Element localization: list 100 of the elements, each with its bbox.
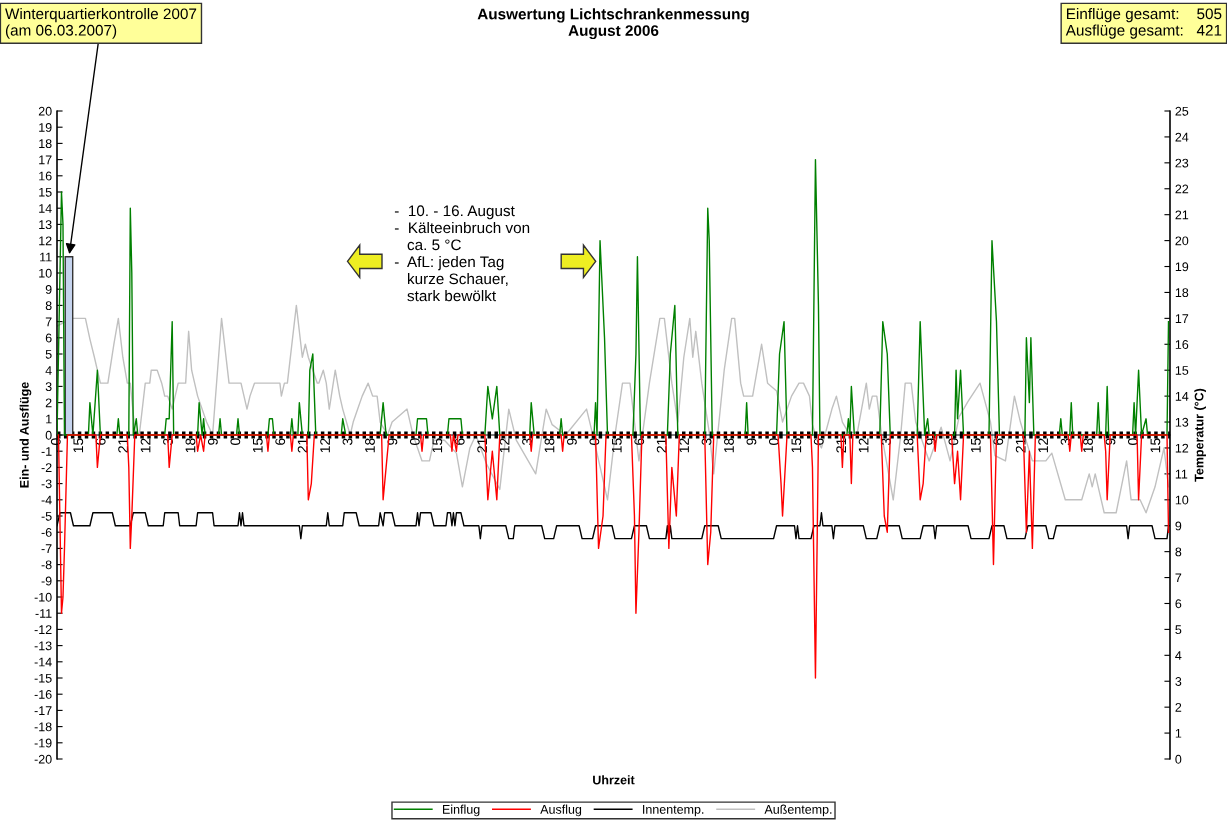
y-tick-label: 13 [39, 220, 52, 230]
y-tick-label: -12 [34, 625, 52, 634]
x-tick-label: 12 [679, 438, 689, 453]
legend-label: Ausflug [540, 804, 582, 817]
x-tick-label: 3 [1060, 438, 1071, 445]
x-tick-label: 12 [320, 438, 330, 453]
legend-label: Außentemp. [764, 804, 832, 817]
x-tick-label: 12 [858, 438, 869, 453]
annotation: - 10. - 16. August - Kälteeinbruch von ca. 5 °C - AfL: jeden Tag kurze Schauer, stark bewölkt [394, 205, 530, 302]
x-tick-label: 21 [1015, 438, 1026, 453]
x-tick-label: 18 [544, 438, 555, 453]
y-tick-label: 14 [39, 204, 52, 213]
x-tick-label: 15 [971, 438, 981, 453]
chart-title: Auswertung Lichtschrankenmessung August 2006 [477, 8, 749, 40]
y-tick-label: -17 [34, 706, 52, 715]
x-tick-label: 21 [477, 438, 487, 453]
y-tick-label: -16 [34, 690, 52, 699]
x-tick-label: 9 [567, 438, 577, 445]
x-tick-label: 6 [275, 438, 286, 445]
y2-tick-label: 16 [1175, 340, 1189, 349]
y2-tick-label: 21 [1175, 210, 1189, 220]
x-tick-label: 18 [1083, 438, 1093, 453]
x-tick-label: 15 [791, 438, 802, 453]
y-tick-label: 18 [39, 139, 52, 149]
x-tick-label: 21 [656, 438, 667, 453]
y2-tick-label: 6 [1175, 599, 1182, 609]
x-tick-label: 9 [1105, 438, 1116, 445]
y-tick-label: 8 [45, 301, 52, 311]
y2-tick-label: 23 [1175, 158, 1189, 168]
y-tick-label: 9 [45, 285, 52, 294]
y2-tick-label: 20 [1175, 236, 1189, 246]
y-tick-label: -2 [41, 463, 52, 472]
y-tick-label: -19 [34, 738, 52, 748]
y-tick-label: -3 [41, 479, 52, 489]
x-tick-label: 12 [499, 438, 510, 453]
y2-tick-label: 13 [1175, 417, 1189, 427]
y-tick-label: -8 [41, 560, 52, 570]
text: Einflüge gesamt: 505 Ausflüge gesamt: 421 [1065, 8, 1222, 39]
y-tick-label: -10 [34, 592, 52, 602]
y2-tick-label: 11 [1175, 469, 1188, 479]
y2-tick-label: 8 [1175, 547, 1182, 557]
y-tick-label: 2 [45, 398, 52, 408]
y-tick-label: 17 [39, 155, 52, 165]
y2-axis-title: Temperatur (°C) [1194, 388, 1206, 482]
y2-tick-label: 4 [1175, 651, 1182, 660]
x-tick-label: 0 [948, 438, 959, 445]
x-axis-title: Uhrzeit [593, 775, 635, 785]
y-tick-label: -11 [35, 609, 52, 618]
y2-tick-label: 0 [1175, 754, 1182, 764]
y-tick-label: -4 [41, 495, 52, 505]
x-tick-label: 15 [73, 438, 84, 453]
y2-tick-label: 17 [1175, 314, 1189, 323]
y-tick-label: 3 [45, 382, 52, 392]
x-tick-label: 6 [993, 438, 1004, 445]
annotation: Winterquartierkontrolle 2007 (am 06.03.2007) [5, 8, 197, 39]
y2-tick-label: 18 [1175, 288, 1189, 298]
y2-tick-label: 9 [1175, 521, 1182, 531]
x-tick-label: 0 [230, 438, 241, 445]
y-tick-label: 15 [39, 187, 52, 197]
y2-tick-label: 15 [1175, 366, 1189, 375]
y-tick-label: -9 [41, 576, 52, 586]
x-tick-label: 18 [724, 438, 734, 453]
y2-tick-label: 25 [1175, 106, 1189, 116]
x-tick-label: 15 [432, 438, 443, 453]
x-tick-label: 18 [365, 438, 375, 453]
y-tick-label: 12 [39, 236, 52, 246]
y-tick-label: 7 [45, 317, 52, 327]
y-tick-label: -6 [41, 528, 52, 537]
y-tick-label: 11 [40, 252, 52, 262]
x-tick-label: 9 [746, 438, 757, 445]
y-tick-label: -14 [34, 657, 52, 667]
y2-tick-label: 1 [1175, 729, 1182, 738]
y2-tick-label: 22 [1175, 184, 1189, 194]
x-tick-label: 21 [836, 438, 846, 453]
x-tick-label: 0 [1127, 438, 1138, 445]
x-tick-label: 3 [701, 438, 712, 445]
x-tick-label: 12 [140, 438, 151, 453]
y-tick-label: 10 [39, 268, 52, 278]
y-tick-label: -7 [41, 544, 52, 553]
y-tick-label: -18 [34, 722, 52, 732]
y-tick-label: 5 [45, 349, 52, 359]
x-tick-label: 9 [207, 438, 218, 445]
legend-label: Einflug [443, 804, 480, 817]
x-tick-label: 15 [1150, 438, 1161, 453]
x-tick-label: 3 [342, 438, 353, 445]
y2-tick-label: 7 [1175, 573, 1182, 583]
y2-tick-label: 2 [1175, 702, 1182, 712]
y2-tick-label: 24 [1175, 132, 1189, 142]
legend-label: Innentemp. [643, 805, 704, 817]
x-tick-label: 0 [409, 438, 420, 445]
y-axis-title: Ein- und Ausflüge [19, 382, 32, 488]
x-tick-label: 15 [252, 438, 263, 453]
x-tick-label: 15 [612, 438, 622, 453]
y-tick-label: 1 [46, 414, 52, 424]
y-tick-label: 6 [45, 333, 52, 343]
y2-tick-label: 19 [1175, 262, 1189, 272]
x-tick-label: 6 [454, 438, 465, 445]
x-tick-label: 21 [297, 438, 308, 453]
y-tick-label: 4 [45, 366, 52, 375]
y2-tick-label: 14 [1175, 392, 1189, 401]
